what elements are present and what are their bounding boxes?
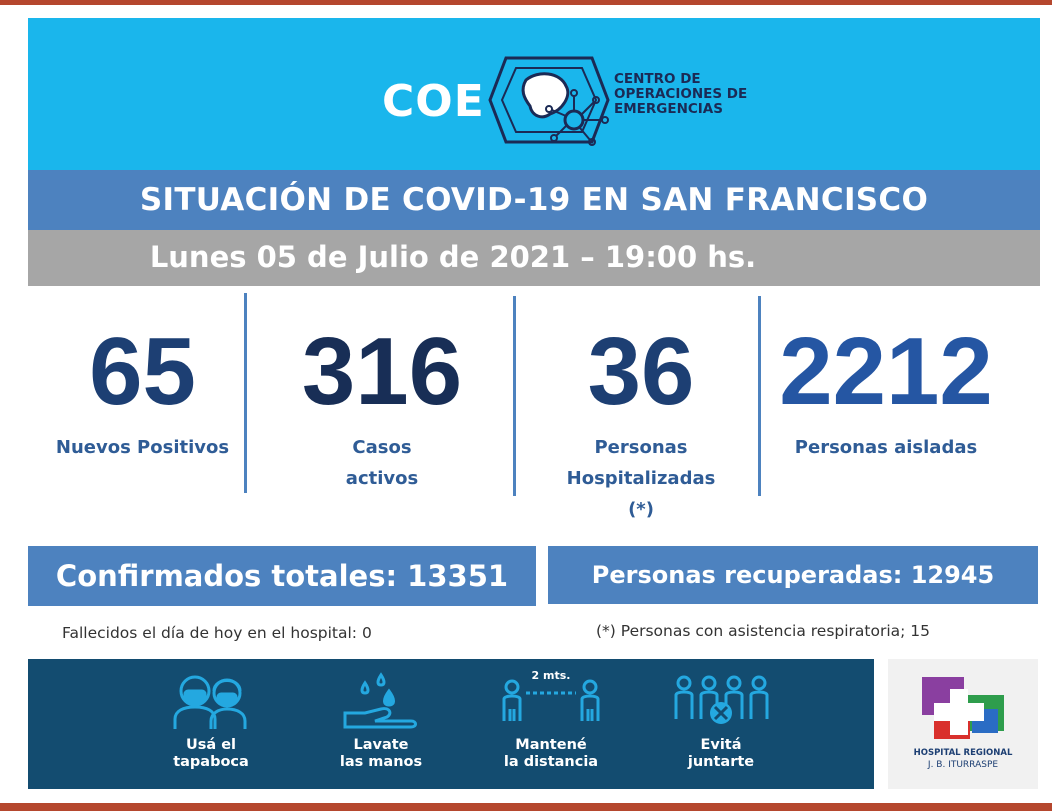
rec-no-gathering: Evitá juntarte [636, 669, 806, 789]
top-border [0, 0, 1052, 5]
stat-hospitalized: 36 Personas Hospitalizadas (*) [530, 322, 752, 525]
face-mask-icon [173, 675, 247, 729]
hospital-subname: J. B. ITURRASPE [927, 760, 999, 770]
stat-number: 316 [301, 318, 463, 425]
divider [513, 296, 516, 496]
rec-label-line: juntarte [687, 754, 755, 770]
stat-label: Casos [352, 437, 412, 458]
recovered-total-box: Personas recuperadas: 12945 [548, 546, 1038, 604]
page-title: SITUACIÓN DE COVID-19 EN SAN FRANCISCO [139, 182, 929, 218]
rec-label: Lavate las manos [296, 737, 466, 771]
rec-mask: Usá el tapaboca [126, 669, 296, 789]
hospital-name: HOSPITAL REGIONAL [913, 748, 1013, 758]
respiratory-note: (*) Personas con asistencia respiratoria… [596, 622, 931, 640]
coe-org-name: CENTRO DE OPERACIONES DE EMERGENCIAS [614, 72, 814, 117]
divider [758, 296, 761, 496]
rec-label-line: las manos [339, 754, 423, 770]
recovered-total: Personas recuperadas: 12945 [591, 561, 995, 589]
stat-new-positives: 65 Nuevos Positivos [40, 322, 245, 463]
stat-label: Personas [594, 437, 688, 458]
stat-isolated: 2212 Personas aisladas [768, 322, 1004, 463]
confirmed-total: Confirmados totales: 13351 [55, 559, 509, 593]
rec-label-line: Lavate [353, 737, 409, 753]
stat-label: Personas aisladas [794, 437, 978, 458]
virus-shield-icon [488, 56, 610, 146]
stat-number: 65 [89, 318, 196, 425]
confirmed-total-box: Confirmados totales: 13351 [28, 546, 536, 606]
hospital-cross-logo [922, 677, 1004, 739]
stat-label: Hospitalizadas [566, 468, 716, 489]
coe-logo-text: COE [382, 76, 485, 127]
rec-label-line: la distancia [503, 754, 599, 770]
stat-number: 36 [587, 318, 695, 425]
title-bar: SITUACIÓN DE COVID-19 EN SAN FRANCISCO [28, 170, 1040, 230]
rec-label-line: Evitá [700, 737, 742, 753]
rec-handwash: Lavate las manos [296, 669, 466, 789]
rec-label: Mantené la distancia [466, 737, 636, 771]
rec-label-line: Mantené [515, 737, 587, 753]
bottom-border [0, 803, 1052, 811]
coe-org-name-line: EMERGENCIAS [614, 101, 723, 117]
distance-text: 2 mts. [532, 669, 571, 682]
header-banner: COE CENTRO DE OPERACIONES DE EMERGENCIAS [28, 18, 1040, 170]
coe-org-name-line: CENTRO DE [614, 71, 701, 87]
hand-washing-icon [343, 672, 417, 729]
deaths-note: Fallecidos el día de hoy en el hospital:… [62, 624, 372, 642]
social-distance-icon: 2 mts. [502, 669, 600, 721]
stat-label: activos [345, 468, 419, 489]
rec-label: Evitá juntarte [636, 737, 806, 771]
report-date: Lunes 05 de Julio de 2021 – 19:00 hs. [149, 240, 757, 274]
stat-number: 2212 [779, 318, 993, 425]
stat-active-cases: 316 Casos activos [262, 322, 502, 494]
rec-label-line: tapaboca [173, 754, 249, 770]
coe-org-name-line: OPERACIONES DE [614, 86, 748, 102]
hospital-logo-panel: HOSPITAL REGIONAL J. B. ITURRASPE [888, 659, 1038, 789]
date-bar: Lunes 05 de Julio de 2021 – 19:00 hs. [28, 230, 1040, 286]
stat-label: (*) [628, 499, 654, 520]
no-gathering-icon [674, 675, 769, 724]
rec-label-line: Usá el [185, 737, 237, 753]
stat-label: Nuevos Positivos [55, 437, 230, 458]
divider [244, 293, 247, 493]
rec-distance: 2 mts. Mantené la distancia [466, 669, 636, 789]
rec-label: Usá el tapaboca [126, 737, 296, 771]
coe-logo: COE CENTRO DE OPERACIONES DE EMERGENCIAS [382, 48, 812, 152]
recommendations-panel: Usá el tapaboca Lavate las manos [28, 659, 874, 789]
